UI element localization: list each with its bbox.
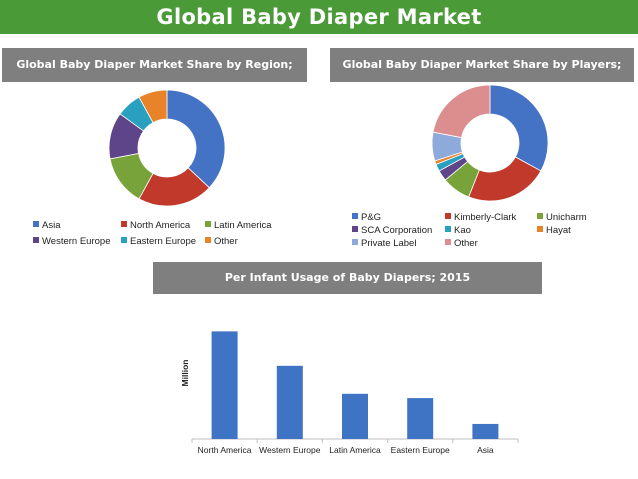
players-legend-label: P&G [361, 212, 382, 223]
players-legend-item: Kao [445, 225, 471, 236]
region-slice-other [138, 89, 168, 124]
players-legend-item: Other [445, 238, 478, 249]
region-legend-label: Other [214, 236, 238, 247]
players-legend-swatch [537, 226, 543, 233]
players-legend-label: Hayat [546, 225, 571, 236]
players-slice-other [432, 84, 491, 139]
region-legend-label: Latin America [214, 220, 272, 231]
region-legend-item: Eastern Europe [121, 236, 196, 247]
region-legend-label: North America [130, 220, 191, 231]
players-legend-label: Private Label [361, 238, 417, 249]
region-legend-swatch [33, 221, 39, 228]
region-slice-asia [166, 89, 226, 189]
players-legend-swatch [352, 226, 358, 233]
region-legend-item: Latin America [205, 220, 272, 231]
players-legend-swatch [445, 213, 451, 220]
region-legend-swatch [205, 221, 211, 228]
players-legend-item: SCA Corporation [352, 225, 432, 236]
usage-x-tick-label: Asia [477, 445, 494, 455]
players-legend-item: Private Label [352, 238, 416, 249]
region-legend-swatch [33, 237, 39, 244]
usage-bar-western-europe [276, 365, 303, 439]
region-legend-swatch [205, 237, 211, 244]
usage-x-tick-label: Eastern Europe [391, 445, 450, 455]
players-legend-label: SCA Corporation [361, 225, 433, 236]
usage-bar-asia [472, 423, 499, 439]
players-legend-label: Kimberly-Clark [454, 212, 517, 223]
players-legend-label: Kao [454, 225, 471, 236]
players-legend-item: Kimberly-Clark [445, 212, 516, 223]
usage-y-axis-label: Million [180, 360, 190, 387]
players-legend-swatch [445, 239, 451, 246]
players-legend-label: Unicharm [546, 212, 587, 223]
usage-x-tick-label: Western Europe [259, 445, 321, 455]
region-legend-item: Other [205, 236, 238, 247]
usage-x-tick-label: Latin America [329, 445, 381, 455]
region-legend-label: Western Europe [42, 236, 111, 247]
region-legend-item: Asia [33, 220, 60, 231]
players-legend-item: P&G [352, 212, 381, 223]
region-legend-item: Western Europe [33, 236, 110, 247]
region-legend-item: North America [121, 220, 190, 231]
players-legend-swatch [352, 239, 358, 246]
region-legend-label: Eastern Europe [130, 236, 197, 247]
page-title: Global Baby Diaper Market [0, 0, 638, 34]
usage-bar-north-america [211, 331, 238, 439]
usage-bar-eastern-europe [407, 398, 434, 439]
region-legend-swatch [121, 237, 127, 244]
region-legend-label: Asia [42, 220, 61, 231]
players-legend-swatch [352, 213, 358, 220]
region-legend-swatch [121, 221, 127, 228]
usage-bar-latin-america [342, 393, 368, 439]
players-legend-swatch [445, 226, 451, 233]
players-legend-swatch [537, 213, 543, 220]
usage-x-tick-label: North America [198, 445, 252, 455]
players-legend-item: Hayat [537, 225, 571, 236]
players-legend-item: Unicharm [537, 212, 587, 223]
players-legend-label: Other [454, 238, 478, 249]
players-slice-p-g [489, 84, 549, 172]
usage-chart-title: Per Infant Usage of Baby Diapers; 2015 [153, 262, 542, 294]
